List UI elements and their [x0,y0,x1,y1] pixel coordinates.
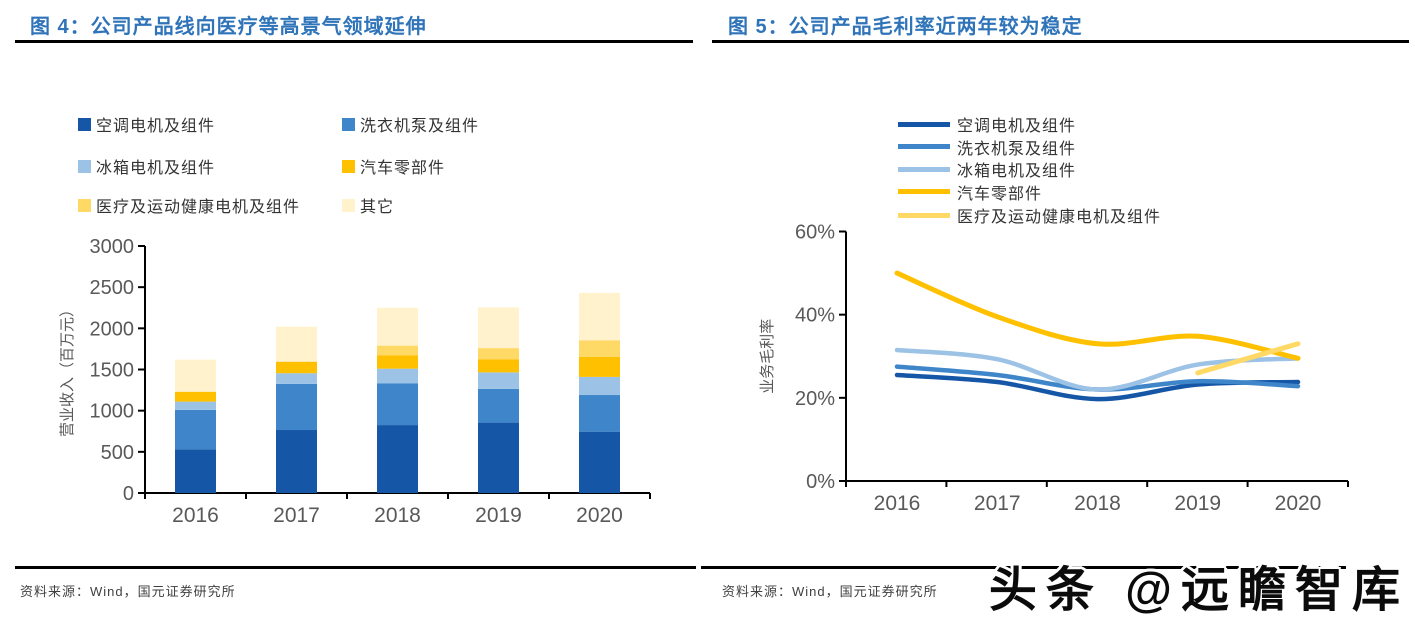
fig5-legend-item: 空调电机及组件 [898,112,1076,136]
fig4-bar-chart: 0 500 1000 1500 2000 2500 3000 2016 2017 2018 2019… [59,236,651,527]
fig5-line-chart: 0% 20% 40% 60% 2016 2017 2018 2019 2020 业务毛利率 [759,222,1349,515]
legend-label: 冰箱电机及组件 [96,160,216,177]
svg-text:2020: 2020 [1275,492,1322,515]
fig4-title-rule [15,40,693,43]
legend-label: 汽车零部件 [360,160,446,177]
svg-text:2020: 2020 [576,504,623,527]
bar-2016 [175,359,216,493]
legend-label: 洗衣机泵及组件 [957,140,1077,158]
legend-swatch-icon [78,159,91,173]
legend-label: 空调电机及组件 [957,118,1077,135]
legend-label: 洗衣机泵及组件 [360,118,480,135]
svg-text:2500: 2500 [90,277,135,299]
legend-label: 冰箱电机及组件 [957,163,1077,180]
legend-swatch-icon [78,198,91,212]
fig5-title-rule [712,40,1409,43]
svg-text:60%: 60% [795,222,835,244]
fig4-bottom-rule [15,566,696,569]
fig4-legend-item: 汽车零部件 [342,154,445,178]
svg-text:0%: 0% [806,471,835,493]
legend-swatch-icon [342,117,355,131]
svg-text:3000: 3000 [90,236,135,258]
svg-text:1000: 1000 [90,401,135,423]
svg-text:500: 500 [101,442,134,464]
legend-line-icon [898,189,950,194]
svg-text:2018: 2018 [1074,492,1121,515]
bar-2019 [478,307,519,493]
fig4-legend-item: 其它 [342,193,394,217]
legend-line-icon [898,144,950,149]
fig4-legend-item: 医疗及运动健康电机及组件 [78,193,300,217]
svg-text:40%: 40% [795,305,835,327]
bar-2018 [377,307,418,493]
svg-text:2016: 2016 [874,492,921,515]
fig5-legend-item: 冰箱电机及组件 [898,157,1076,181]
legend-line-icon [898,166,950,172]
fig5-legend-item: 医疗及运动健康电机及组件 [898,203,1161,227]
svg-text:2018: 2018 [374,504,421,527]
fig5-legend-item: 洗衣机泵及组件 [898,135,1076,159]
svg-text:20%: 20% [795,388,835,410]
svg-text:2019: 2019 [1174,492,1221,515]
fig5-bottom-rule [701,566,1346,569]
legend-line-icon [898,212,950,218]
svg-text:2017: 2017 [273,504,320,527]
legend-label: 医疗及运动健康电机及组件 [957,209,1162,226]
fig5-y-axis-title: 业务毛利率 [759,319,776,394]
fig4-title: 图 4：公司产品线向医疗等高景气领域延伸 [30,16,427,38]
legend-line-icon [898,121,950,127]
svg-text:0: 0 [123,483,134,505]
fig5-legend-item: 汽车零部件 [898,180,1042,204]
svg-text:2019: 2019 [475,504,522,527]
legend-swatch-icon [342,159,355,173]
fig4-source: 资料来源：Wind，国元证券研究所 [20,584,236,599]
bar-2017 [276,326,317,493]
svg-text:2017: 2017 [974,492,1021,515]
legend-swatch-icon [342,198,355,212]
line-series-4 [1195,341,1301,376]
fig5-source: 资料来源：Wind，国元证券研究所 [722,584,938,599]
svg-text:2000: 2000 [90,318,135,340]
legend-label: 医疗及运动健康电机及组件 [96,199,301,216]
fig4-legend-item: 冰箱电机及组件 [78,154,215,178]
fig5-title: 图 5：公司产品毛利率近两年较为稳定 [728,16,1083,38]
watermark: 头条 @远瞻智库 [988,564,1409,617]
line-series-0 [894,372,1301,402]
svg-text:1500: 1500 [90,360,135,382]
legend-label: 空调电机及组件 [96,118,216,135]
fig4-legend-item: 洗衣机泵及组件 [342,112,479,136]
fig4-legend-item: 空调电机及组件 [78,112,215,136]
legend-label: 汽车零部件 [957,185,1043,203]
bar-2020 [579,292,620,493]
svg-text:2016: 2016 [172,504,219,527]
legend-swatch-icon [78,117,91,131]
line-series-3 [894,270,1301,361]
legend-label: 其它 [360,199,395,216]
fig4-y-axis-title: 营业收入（百万元） [59,302,76,437]
